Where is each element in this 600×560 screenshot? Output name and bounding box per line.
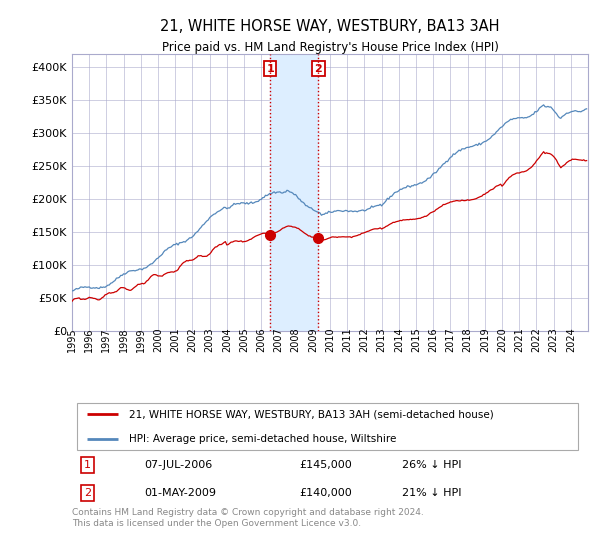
Text: 1: 1 [266,64,274,74]
Text: 2017: 2017 [445,328,455,352]
Text: 2007: 2007 [274,328,283,352]
Text: 2002: 2002 [187,328,197,352]
Text: 2023: 2023 [548,328,559,352]
Text: 2011: 2011 [342,328,352,352]
Text: 26% ↓ HPI: 26% ↓ HPI [402,460,462,470]
Text: 2018: 2018 [463,328,473,352]
Text: 2003: 2003 [205,328,215,352]
Text: 2016: 2016 [428,328,438,352]
Text: 01-MAY-2009: 01-MAY-2009 [144,488,216,498]
Text: Price paid vs. HM Land Registry's House Price Index (HPI): Price paid vs. HM Land Registry's House … [161,41,499,54]
Bar [270,54,319,330]
Text: 21% ↓ HPI: 21% ↓ HPI [402,488,462,498]
Text: 21, WHITE HORSE WAY, WESTBURY, BA13 3AH: 21, WHITE HORSE WAY, WESTBURY, BA13 3AH [160,18,500,34]
Text: 2015: 2015 [411,328,421,352]
Text: HPI: Average price, semi-detached house, Wiltshire: HPI: Average price, semi-detached house,… [129,433,396,444]
Text: 2022: 2022 [532,328,541,352]
Text: 1: 1 [84,460,91,470]
Text: 2013: 2013 [377,328,386,352]
Text: 2005: 2005 [239,328,249,352]
Text: 2000: 2000 [153,328,163,352]
Text: 1997: 1997 [101,328,112,352]
Text: 1998: 1998 [119,328,128,352]
Text: 2009: 2009 [308,328,318,352]
Text: 2024: 2024 [566,328,576,352]
Text: 2001: 2001 [170,328,180,352]
Text: 2021: 2021 [514,328,524,352]
Text: 1996: 1996 [84,328,94,352]
Text: 2014: 2014 [394,328,404,352]
Text: 1999: 1999 [136,328,146,352]
Text: 2: 2 [84,488,91,498]
Text: 1995: 1995 [67,328,77,352]
Text: 2004: 2004 [222,328,232,352]
Text: 2010: 2010 [325,328,335,352]
Text: 21, WHITE HORSE WAY, WESTBURY, BA13 3AH (semi-detached house): 21, WHITE HORSE WAY, WESTBURY, BA13 3AH … [129,409,494,419]
Text: 2008: 2008 [290,328,301,352]
Text: 2006: 2006 [256,328,266,352]
Text: £140,000: £140,000 [299,488,352,498]
Text: 07-JUL-2006: 07-JUL-2006 [144,460,212,470]
Text: 2020: 2020 [497,328,507,352]
Text: Contains HM Land Registry data © Crown copyright and database right 2024.
This d: Contains HM Land Registry data © Crown c… [72,508,424,528]
Text: 2019: 2019 [480,328,490,352]
Text: 2: 2 [314,64,322,74]
Text: 2012: 2012 [359,328,370,352]
Text: £145,000: £145,000 [299,460,352,470]
